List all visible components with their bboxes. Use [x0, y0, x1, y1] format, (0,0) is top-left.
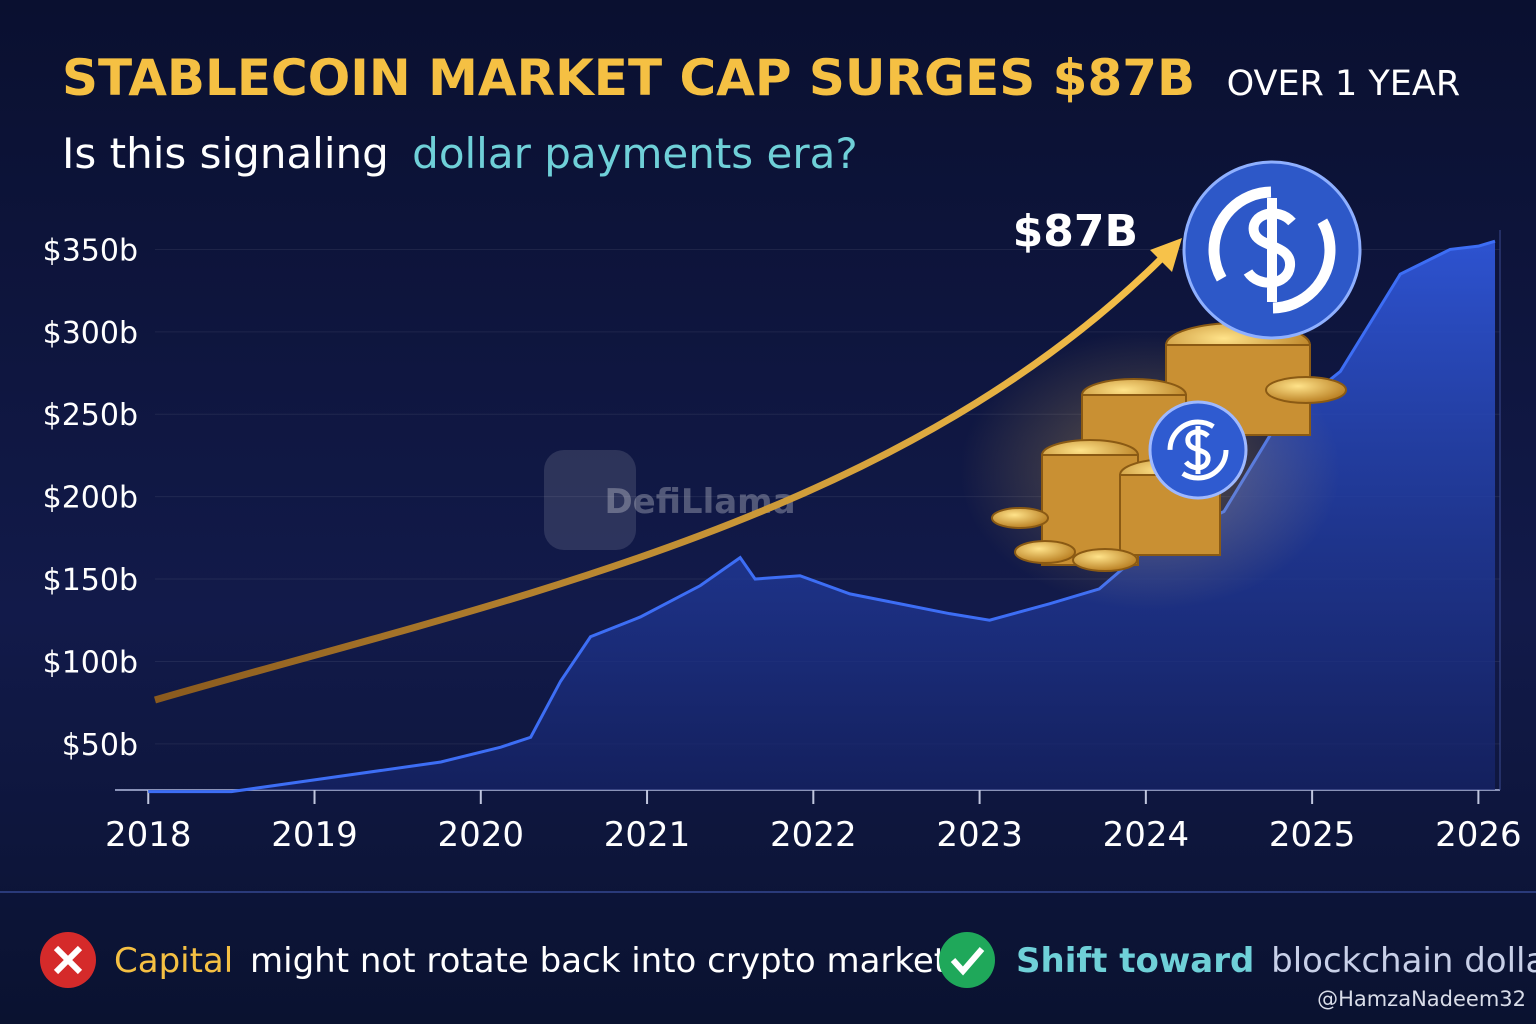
- pro-text: blockchain dollar payments: [1271, 941, 1536, 981]
- con-text: might not rotate back into crypto market: [250, 941, 947, 981]
- usdc-ring: [1167, 419, 1229, 481]
- x-tick-label: 2018: [105, 815, 192, 855]
- credit: @HamzaNadeem32: [1317, 987, 1526, 1011]
- y-tick-label: $300b: [43, 316, 138, 351]
- usdc-symbol: [1243, 198, 1296, 302]
- check-icon: [939, 932, 995, 988]
- x-tick-label: 2023: [936, 815, 1023, 855]
- annotation: $87B: [1013, 206, 1138, 257]
- pro-highlight: Shift toward: [1016, 941, 1254, 981]
- pro-note: Shift toward blockchain dollar payments: [1016, 941, 1536, 981]
- x-tick-label: 2022: [770, 815, 857, 855]
- x-tick-label: 2019: [271, 815, 358, 855]
- coin: [1265, 376, 1347, 404]
- y-tick-label: $50b: [62, 728, 138, 763]
- x-tick-label: 2026: [1435, 815, 1522, 855]
- title-main: STABLECOIN MARKET CAP SURGES $87B: [62, 49, 1195, 107]
- x-tick-label: 2021: [604, 815, 691, 855]
- coins-illustration: [960, 160, 1362, 610]
- check-mark: [950, 947, 985, 976]
- y-tick-label: $100b: [43, 645, 138, 680]
- x-tick-label: 2020: [438, 815, 525, 855]
- con-note: Capital might not rotate back into crypt…: [114, 941, 947, 981]
- arrow-head: [1150, 238, 1182, 272]
- subtitle-highlight: dollar payments era?: [412, 129, 858, 178]
- subtitle-lead: Is this signaling: [62, 129, 389, 178]
- coin: [991, 507, 1049, 529]
- title-suffix: OVER 1 YEAR: [1227, 64, 1461, 104]
- subtitle: Is this signaling dollar payments era?: [62, 129, 858, 178]
- y-tick-label: $150b: [43, 563, 138, 598]
- y-tick-label: $350b: [43, 233, 138, 268]
- y-tick-label: $200b: [43, 481, 138, 516]
- usdc-symbol: [1184, 426, 1211, 474]
- area-fill: [148, 241, 1496, 792]
- y-tick-label: $250b: [43, 398, 138, 433]
- coin: [1072, 548, 1138, 572]
- usdc-ring: [1208, 186, 1336, 314]
- con-highlight: Capital: [114, 941, 233, 981]
- cross-mark: [53, 945, 83, 975]
- coin: [1014, 540, 1076, 564]
- watermark: DefiLlama: [604, 482, 795, 522]
- x-tick-label: 2025: [1269, 815, 1356, 855]
- x-tick-label: 2024: [1103, 815, 1190, 855]
- chart-title: STABLECOIN MARKET CAP SURGES $87B OVER 1…: [62, 49, 1460, 107]
- watermark-logo: [544, 450, 636, 550]
